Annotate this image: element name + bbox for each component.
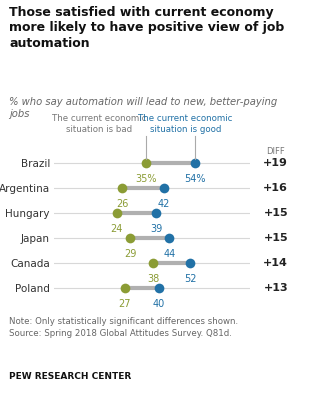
Text: 26: 26 [116,199,128,209]
Text: 54%: 54% [184,174,206,184]
Text: +19: +19 [263,158,288,168]
Text: 42: 42 [158,199,170,209]
Text: 39: 39 [150,224,162,234]
Text: +13: +13 [264,283,288,293]
Text: 27: 27 [118,299,131,309]
Text: 52: 52 [184,273,196,284]
Text: 29: 29 [124,249,136,258]
Text: 24: 24 [111,224,123,234]
Text: Note: Only statistically significant differences shown.
Source: Spring 2018 Glob: Note: Only statistically significant dif… [9,317,239,338]
Text: The current economic
situation is bad: The current economic situation is bad [52,114,146,134]
Text: +16: +16 [263,183,288,193]
Text: % who say automation will lead to new, better-paying
jobs: % who say automation will lead to new, b… [9,97,277,119]
Text: 44: 44 [163,249,175,258]
Text: 40: 40 [153,299,165,309]
Text: +15: +15 [264,208,288,218]
Text: The current economic
situation is good: The current economic situation is good [138,114,233,134]
Text: +15: +15 [264,233,288,243]
Text: 38: 38 [147,273,160,284]
Text: DIFF: DIFF [266,147,285,156]
Text: +14: +14 [263,258,288,268]
Text: Those satisfied with current economy
more likely to have positive view of job
au: Those satisfied with current economy mor… [9,6,285,50]
Text: 35%: 35% [135,174,156,184]
Text: PEW RESEARCH CENTER: PEW RESEARCH CENTER [9,372,132,381]
